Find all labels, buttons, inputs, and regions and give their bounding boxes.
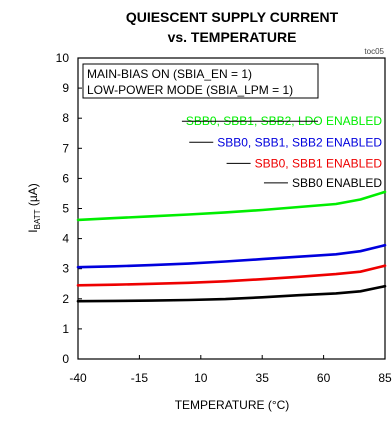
x-tick-label: -40 [69, 371, 87, 385]
y-tick-label: 1 [62, 322, 69, 336]
x-tick-label: 60 [317, 371, 331, 385]
y-tick-label: 2 [62, 292, 69, 306]
y-tick-label: 6 [62, 171, 69, 185]
series-line-4 [76, 284, 387, 303]
y-tick-label: 0 [62, 352, 69, 366]
chart-title-line-1: QUIESCENT SUPPLY CURRENT [126, 9, 339, 25]
series-line-1 [76, 190, 387, 222]
y-axis-label: IBATT (µA) [26, 183, 42, 232]
series-layer [76, 190, 387, 303]
x-tick-label: -15 [131, 371, 149, 385]
y-tick-label: 10 [56, 51, 70, 65]
y-tick-label: 8 [62, 111, 69, 125]
figure-tag: toc05 [364, 47, 384, 56]
y-axis-label-sub: BATT [33, 209, 42, 229]
chart-title-line-2: vs. TEMPERATURE [168, 29, 297, 45]
y-axis-ticks: 0 1 2 3 4 5 6 7 8 9 10 [56, 51, 82, 366]
plot-frame [77, 57, 386, 360]
y-tick-label: 3 [62, 262, 69, 276]
series-label-2: SBB0, SBB1, SBB2 ENABLED [217, 135, 382, 149]
conditions-box [82, 63, 319, 99]
y-axis-label-rest: (µA) [26, 183, 40, 209]
x-axis-label: TEMPERATURE (°C) [175, 398, 290, 412]
y-tick-label: 7 [62, 141, 69, 155]
x-tick-label: 10 [194, 371, 208, 385]
x-tick-label: 35 [256, 371, 270, 385]
x-axis-ticks: -40 -15 10 35 60 85 [69, 355, 392, 385]
y-tick-label: 5 [62, 202, 69, 216]
y-tick-label: 9 [62, 81, 69, 95]
condition-line-1: MAIN-BIAS ON (SBIA_EN = 1) [87, 67, 252, 81]
series-line-3 [76, 264, 387, 287]
series-label-3: SBB0, SBB1 ENABLED [255, 156, 383, 170]
series-label-4: SBB0 ENABLED [292, 176, 382, 190]
series-line-2 [76, 243, 387, 269]
y-tick-label: 4 [62, 232, 69, 246]
condition-line-2: LOW-POWER MODE (SBIA_LPM = 1) [87, 83, 293, 97]
x-tick-label: 85 [378, 371, 392, 385]
y-axis-label-main: I [26, 229, 40, 232]
